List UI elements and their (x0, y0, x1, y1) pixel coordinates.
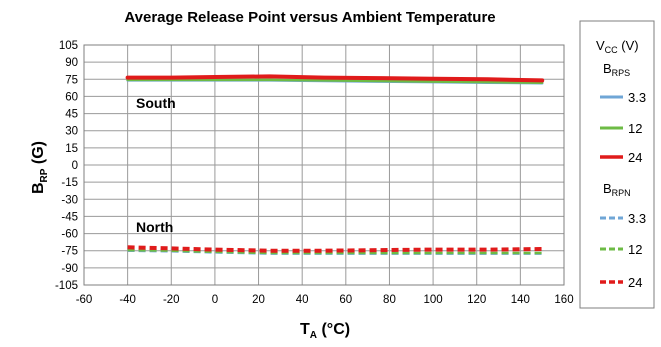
legend-label: 24 (628, 150, 642, 165)
chart-title: Average Release Point versus Ambient Tem… (124, 9, 495, 26)
legend-title-main: V (596, 38, 605, 53)
legend-label: 3.3 (628, 211, 646, 226)
y-tick-label: 0 (72, 160, 78, 172)
x-tick-label: -20 (163, 294, 180, 306)
series-line-rpn-12 (127, 248, 543, 255)
x-tick-label: 40 (296, 294, 309, 306)
series-line-rpn-24 (127, 245, 543, 253)
x-tick-label: 160 (554, 294, 573, 306)
y-tick-label: -15 (61, 177, 78, 189)
x-tick-label: 0 (212, 294, 218, 306)
y-tick-label: 75 (65, 74, 78, 86)
legend-label: 3.3 (628, 90, 646, 105)
y-tick-label: 90 (65, 57, 78, 69)
legend-title: VCC (V) (596, 38, 639, 55)
y-axis-label-sub: RP (39, 168, 50, 182)
x-axis-label: TA (°C) (300, 321, 350, 341)
legend-entries: 3.3 12 24 3.3 12 24 (600, 90, 646, 290)
annotation-south: South (136, 95, 176, 111)
x-tick-label: 100 (423, 294, 442, 306)
x-tick-label: 20 (252, 294, 265, 306)
legend-title-sub: CC (605, 45, 618, 55)
x-tick-label: 120 (467, 294, 486, 306)
legend-group-rpn-sub: RPN (612, 188, 631, 198)
y-axis-label-main: B (30, 182, 47, 194)
x-tick-labels: -60 -40 -20 0 20 40 60 80 100 120 140 160 (76, 294, 574, 306)
x-axis-label-rest: (°C) (317, 321, 350, 338)
legend-label: 12 (628, 121, 642, 136)
y-axis-label: BRP (G) (30, 141, 50, 194)
series-line-rps-24 (125, 74, 545, 83)
y-tick-label: -30 (61, 194, 78, 206)
legend-label: 12 (628, 242, 642, 257)
x-tick-label: -60 (76, 294, 93, 306)
y-axis-label-rest: (G) (30, 141, 47, 169)
x-tick-label: 140 (511, 294, 530, 306)
legend-group-rps-sub: RPS (612, 68, 631, 78)
x-axis-label-sub: A (310, 330, 317, 341)
legend-title-rest: (V) (618, 38, 639, 53)
legend-label: 24 (628, 275, 642, 290)
legend-group-rps-main: B (603, 61, 612, 76)
y-tick-label: 45 (65, 109, 78, 121)
y-tick-labels: 105 90 75 60 45 30 15 0 -15 -30 -45 -60 -75 -90 -105 (55, 40, 78, 292)
x-tick-label: 80 (383, 294, 396, 306)
y-tick-label: 105 (59, 40, 78, 52)
x-tick-label: -40 (119, 294, 136, 306)
y-tick-label: -45 (61, 211, 78, 223)
plot-frame (83, 44, 565, 286)
x-tick-label: 60 (339, 294, 352, 306)
grid (83, 44, 565, 286)
legend-group-rps: BRPS (603, 61, 630, 78)
y-tick-label: 60 (65, 91, 78, 103)
y-tick-label: -105 (55, 280, 78, 292)
y-tick-label: -75 (61, 246, 78, 258)
y-tick-label: -90 (61, 263, 78, 275)
x-axis-label-main: T (300, 321, 310, 338)
legend-group-rpn-main: B (603, 181, 612, 196)
series-line-rps-12 (126, 78, 544, 84)
y-tick-label: 30 (65, 126, 78, 138)
annotation-north: North (136, 219, 173, 235)
y-tick-label: 15 (65, 143, 78, 155)
legend-box (579, 20, 655, 309)
series-lines (125, 74, 545, 255)
y-tick-label: -60 (61, 229, 78, 241)
legend-group-rpn: BRPN (603, 181, 631, 198)
